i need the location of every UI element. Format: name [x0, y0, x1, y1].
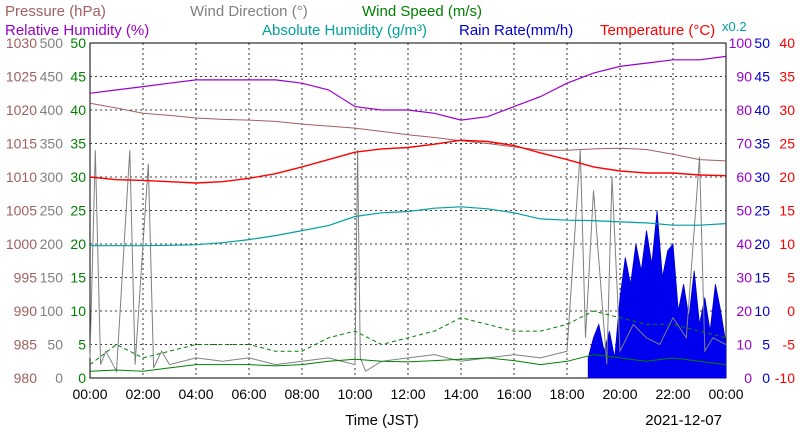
rain_rate-tick-label: 45: [754, 69, 770, 85]
temperature-tick-label: 15: [779, 203, 795, 219]
temperature-tick-label: -5: [783, 337, 796, 353]
pressure-tick-label: 995: [14, 270, 38, 286]
temperature-tick-label: 35: [779, 69, 795, 85]
wind_direction-tick-label: 200: [40, 236, 64, 252]
x-tick-label: 12:00: [390, 386, 425, 402]
pressure-tick-label: 990: [14, 303, 38, 319]
temperature-tick-label: 0: [787, 303, 795, 319]
temperature-tick-label: 5: [787, 270, 795, 286]
relative_humidity-tick-label: 100: [729, 35, 753, 51]
x-tick-label: 14:00: [443, 386, 478, 402]
relative_humidity-tick-label: 10: [736, 337, 752, 353]
series-temperature: [89, 139, 727, 184]
abs-humidity-scale-note: x0.2: [722, 19, 747, 34]
x-tick-label: 06:00: [231, 386, 266, 402]
wind_direction-tick-label: 450: [40, 69, 64, 85]
wind_direction-tick-label: 50: [47, 337, 63, 353]
relative_humidity-tick-label: 90: [736, 69, 752, 85]
pressure-tick-label: 1020: [6, 102, 37, 118]
wind_speed-tick-label: 40: [70, 102, 86, 118]
series-rain-rate: [587, 210, 727, 379]
series-absolute-humidity: [90, 206, 727, 247]
rain_rate-tick-label: 15: [754, 270, 770, 286]
x-tick-label: 20:00: [602, 386, 637, 402]
temperature-tick-label: 25: [779, 136, 795, 152]
x-tick-label: 04:00: [178, 386, 213, 402]
wind_direction-tick-label: 400: [40, 102, 64, 118]
pressure-tick-label: 1015: [6, 136, 37, 152]
wind_direction-tick-label: 0: [55, 370, 63, 386]
relative_humidity-tick-label: 70: [736, 136, 752, 152]
pressure-tick-label: 980: [14, 370, 38, 386]
x-axis-label: Time (JST): [345, 412, 419, 429]
temperature-tick-label: 30: [779, 102, 795, 118]
wind_speed-tick-label: 0: [78, 370, 86, 386]
legend-absolute-humidity: Absolute Humidity (g/m³): [262, 22, 427, 39]
rain_rate-tick-label: 25: [754, 203, 770, 219]
wind_speed-tick-label: 15: [70, 270, 86, 286]
temperature-tick-label: -10: [775, 370, 795, 386]
legend-wind-direction: Wind Direction (°): [190, 3, 308, 20]
series-wind-speed: [89, 354, 727, 372]
wind_direction-tick-label: 100: [40, 303, 64, 319]
x-tick-label: 00:00: [72, 386, 107, 402]
rain_rate-tick-label: 40: [754, 102, 770, 118]
wind_speed-tick-label: 10: [70, 303, 86, 319]
wind_direction-tick-label: 150: [40, 270, 64, 286]
relative_humidity-tick-label: 40: [736, 236, 752, 252]
series-wind-direction: [89, 150, 727, 374]
series-pressure: [89, 102, 727, 162]
wind_direction-tick-label: 300: [40, 169, 64, 185]
wind_direction-tick-label: 250: [40, 203, 64, 219]
legend-rain-rate: Rain Rate(mm/h): [459, 22, 573, 39]
wind_speed-tick-label: 30: [70, 169, 86, 185]
relative_humidity-tick-label: 80: [736, 102, 752, 118]
wind_speed-tick-label: 5: [78, 337, 86, 353]
rain_rate-tick-label: 10: [754, 303, 770, 319]
relative_humidity-tick-label: 0: [744, 370, 752, 386]
legend-relative-humidity: Relative Humidity (%): [5, 22, 149, 39]
pressure-tick-label: 1000: [6, 236, 37, 252]
wind_speed-tick-label: 50: [70, 35, 86, 51]
relative_humidity-tick-label: 50: [736, 203, 752, 219]
x-tick-label: 10:00: [337, 386, 372, 402]
series-wind-speed-gust: [89, 310, 727, 365]
series-relative-humidity: [89, 55, 727, 121]
pressure-tick-label: 1030: [6, 35, 37, 51]
pressure-tick-label: 1025: [6, 69, 37, 85]
temperature-tick-label: 10: [779, 236, 795, 252]
wind_direction-tick-label: 350: [40, 136, 64, 152]
relative_humidity-tick-label: 60: [736, 169, 752, 185]
date-label: 2021-12-07: [645, 412, 722, 429]
pressure-tick-label: 985: [14, 337, 38, 353]
legend-wind-speed: Wind Speed (m/s): [362, 3, 482, 20]
pressure-tick-label: 1010: [6, 169, 37, 185]
pressure-tick-label: 1005: [6, 203, 37, 219]
rain_rate-tick-label: 50: [754, 35, 770, 51]
x-tick-label: 08:00: [284, 386, 319, 402]
x-tick-label: 22:00: [655, 386, 690, 402]
rain_rate-tick-label: 0: [762, 370, 770, 386]
relative_humidity-tick-label: 20: [736, 303, 752, 319]
wind_speed-tick-label: 20: [70, 236, 86, 252]
legend-temperature: Temperature (°C): [600, 22, 715, 39]
x-tick-label: 16:00: [496, 386, 531, 402]
rain_rate-tick-label: 20: [754, 236, 770, 252]
legend-pressure: Pressure (hPa): [5, 3, 106, 20]
relative_humidity-tick-label: 30: [736, 270, 752, 286]
wind_direction-tick-label: 500: [40, 35, 64, 51]
rain_rate-tick-label: 30: [754, 169, 770, 185]
wind_speed-tick-label: 35: [70, 136, 86, 152]
x-tick-label: 18:00: [549, 386, 584, 402]
wind_speed-tick-label: 45: [70, 69, 86, 85]
temperature-tick-label: 40: [779, 35, 795, 51]
x-tick-label: 02:00: [125, 386, 160, 402]
rain_rate-tick-label: 5: [762, 337, 770, 353]
temperature-tick-label: 20: [779, 169, 795, 185]
rain_rate-tick-label: 35: [754, 136, 770, 152]
wind_speed-tick-label: 25: [70, 203, 86, 219]
x-tick-label: 00:00: [708, 386, 743, 402]
